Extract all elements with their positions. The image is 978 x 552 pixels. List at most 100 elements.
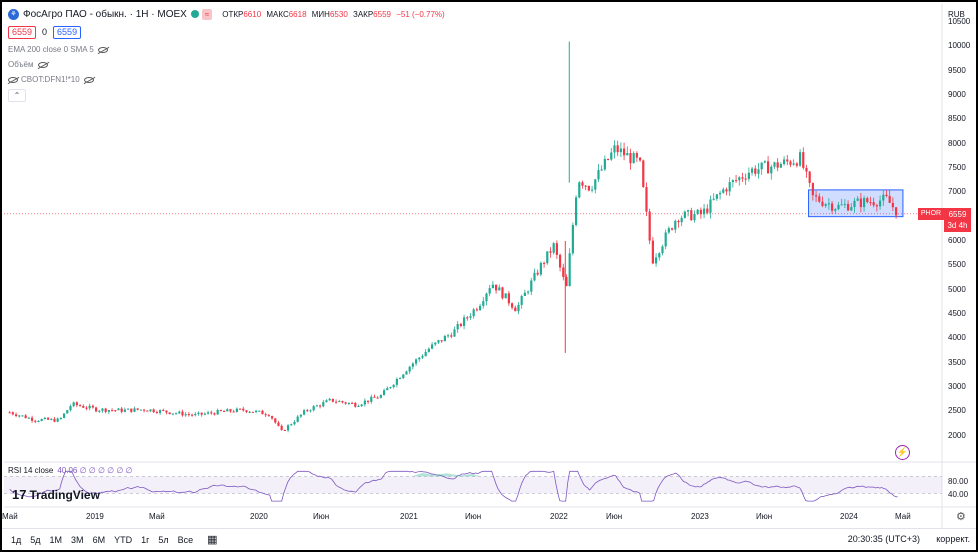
calendar-icon[interactable]: ▦ xyxy=(207,534,218,546)
candle-body xyxy=(770,166,773,174)
candle-body xyxy=(738,177,741,181)
candle-body xyxy=(872,202,875,206)
candle-body xyxy=(725,189,728,192)
candle-body xyxy=(402,374,405,379)
candle-body xyxy=(504,293,507,299)
candle-body xyxy=(389,387,392,389)
candle-body xyxy=(421,356,424,358)
candle-body xyxy=(203,413,206,415)
y-tick-label: 9500 xyxy=(948,65,966,75)
candle-body xyxy=(424,351,427,357)
candle-body xyxy=(117,408,120,411)
candle-body xyxy=(46,417,50,420)
candle-body xyxy=(59,417,62,419)
candle-body xyxy=(366,400,370,402)
candle-body xyxy=(21,415,24,417)
timeframe-ytd[interactable]: YTD xyxy=(114,534,133,545)
indicator-cbot[interactable]: CBOT:DFN1!*10 xyxy=(8,75,94,84)
candle-body xyxy=(536,272,539,275)
candle-body xyxy=(430,344,434,349)
candle-body xyxy=(398,378,402,380)
indicator-volume[interactable]: Объём xyxy=(8,60,48,69)
close-key: ЗАКР xyxy=(353,9,374,19)
candle-body xyxy=(306,410,309,412)
candle-body xyxy=(706,208,709,213)
candle-body xyxy=(114,410,117,412)
candle-body xyxy=(779,164,782,168)
candle-body xyxy=(296,416,299,422)
candle-body xyxy=(37,420,40,422)
candle-body xyxy=(280,425,283,430)
candle-body xyxy=(293,421,296,425)
timeframe-5y[interactable]: 5л xyxy=(158,534,169,545)
candle-body xyxy=(552,243,555,253)
candle-body xyxy=(190,414,194,416)
timeframe-1y[interactable]: 1г xyxy=(141,534,150,545)
candle-body xyxy=(690,210,693,221)
timeframe-1d[interactable]: 1д xyxy=(11,534,22,545)
candle-body xyxy=(549,251,552,253)
candle-body xyxy=(264,414,267,416)
gear-icon[interactable]: ⚙ xyxy=(956,511,966,523)
candle-body xyxy=(197,412,200,414)
candle-body xyxy=(674,220,677,230)
candle-body xyxy=(30,417,34,421)
eye-hidden-icon[interactable] xyxy=(97,46,108,53)
symbol-title[interactable]: ФосАгро ПАО - обыкн. · 1Н · MOEX xyxy=(23,8,187,20)
sell-button[interactable]: 6559 xyxy=(8,25,37,39)
candle-body xyxy=(677,220,680,223)
candle-body xyxy=(750,168,754,173)
candle-body xyxy=(216,409,219,415)
candle-body xyxy=(226,409,229,412)
candle-body xyxy=(411,363,414,367)
timeframe-6m[interactable]: 6М xyxy=(92,534,106,545)
flash-icon[interactable]: ⚡ xyxy=(895,445,910,460)
eye-hidden-icon[interactable] xyxy=(83,76,94,83)
candle-body xyxy=(50,418,53,420)
candle-body xyxy=(744,178,747,180)
timeframe-3m[interactable]: 3М xyxy=(71,534,84,545)
candle-body xyxy=(274,418,277,423)
candle-body xyxy=(382,390,386,396)
candle-body xyxy=(286,425,290,431)
candle-body xyxy=(878,200,882,207)
high-key: МАКС xyxy=(266,9,289,19)
collapse-legend-button[interactable]: ⌃ xyxy=(8,89,26,102)
candle-body xyxy=(869,202,872,204)
indicator-ema[interactable]: EMA 200 close 0 SMA 5 xyxy=(8,45,108,54)
high-value: 6618 xyxy=(288,9,307,19)
candle-body xyxy=(603,158,606,170)
candle-body xyxy=(456,323,459,330)
candle-body xyxy=(488,288,491,294)
candle-body xyxy=(709,199,712,213)
timeframe-5d[interactable]: 5д xyxy=(30,534,41,545)
tradingview-logo[interactable]: 17 TradingView xyxy=(12,487,100,502)
candle-body xyxy=(453,329,456,337)
candle-body xyxy=(283,429,286,431)
candle-body xyxy=(584,185,587,187)
candle-body xyxy=(200,412,203,415)
candle-body xyxy=(830,203,834,211)
timeframe-all[interactable]: Все xyxy=(177,534,194,545)
adjustment-toggle[interactable]: коррект. xyxy=(936,534,970,544)
y-tick-label: 10500 xyxy=(948,17,971,26)
eye-hidden-icon[interactable] xyxy=(37,61,48,68)
candle-body xyxy=(866,198,869,203)
candle-body xyxy=(622,148,626,156)
candle-body xyxy=(450,335,453,337)
compare-icon[interactable]: ≈ xyxy=(201,8,213,20)
timeframe-1m[interactable]: 1М xyxy=(49,534,63,545)
candle-body xyxy=(98,410,101,412)
candle-body xyxy=(130,408,133,412)
candle-body xyxy=(146,410,149,412)
rsi-legend[interactable]: RSI 14 close 40.06 ∅ ∅ ∅ ∅ ∅ ∅ xyxy=(8,466,133,475)
candle-body xyxy=(459,323,462,326)
candle-body xyxy=(680,217,683,223)
currency-label[interactable]: RUB xyxy=(948,10,965,19)
candle-body xyxy=(654,257,658,264)
buy-button[interactable]: 6559 xyxy=(53,25,82,39)
clock[interactable]: 20:30:35 (UTC+3) xyxy=(847,534,920,544)
bar-timer: 3d 4h xyxy=(947,220,968,230)
x-tick-label: Май xyxy=(149,512,165,521)
